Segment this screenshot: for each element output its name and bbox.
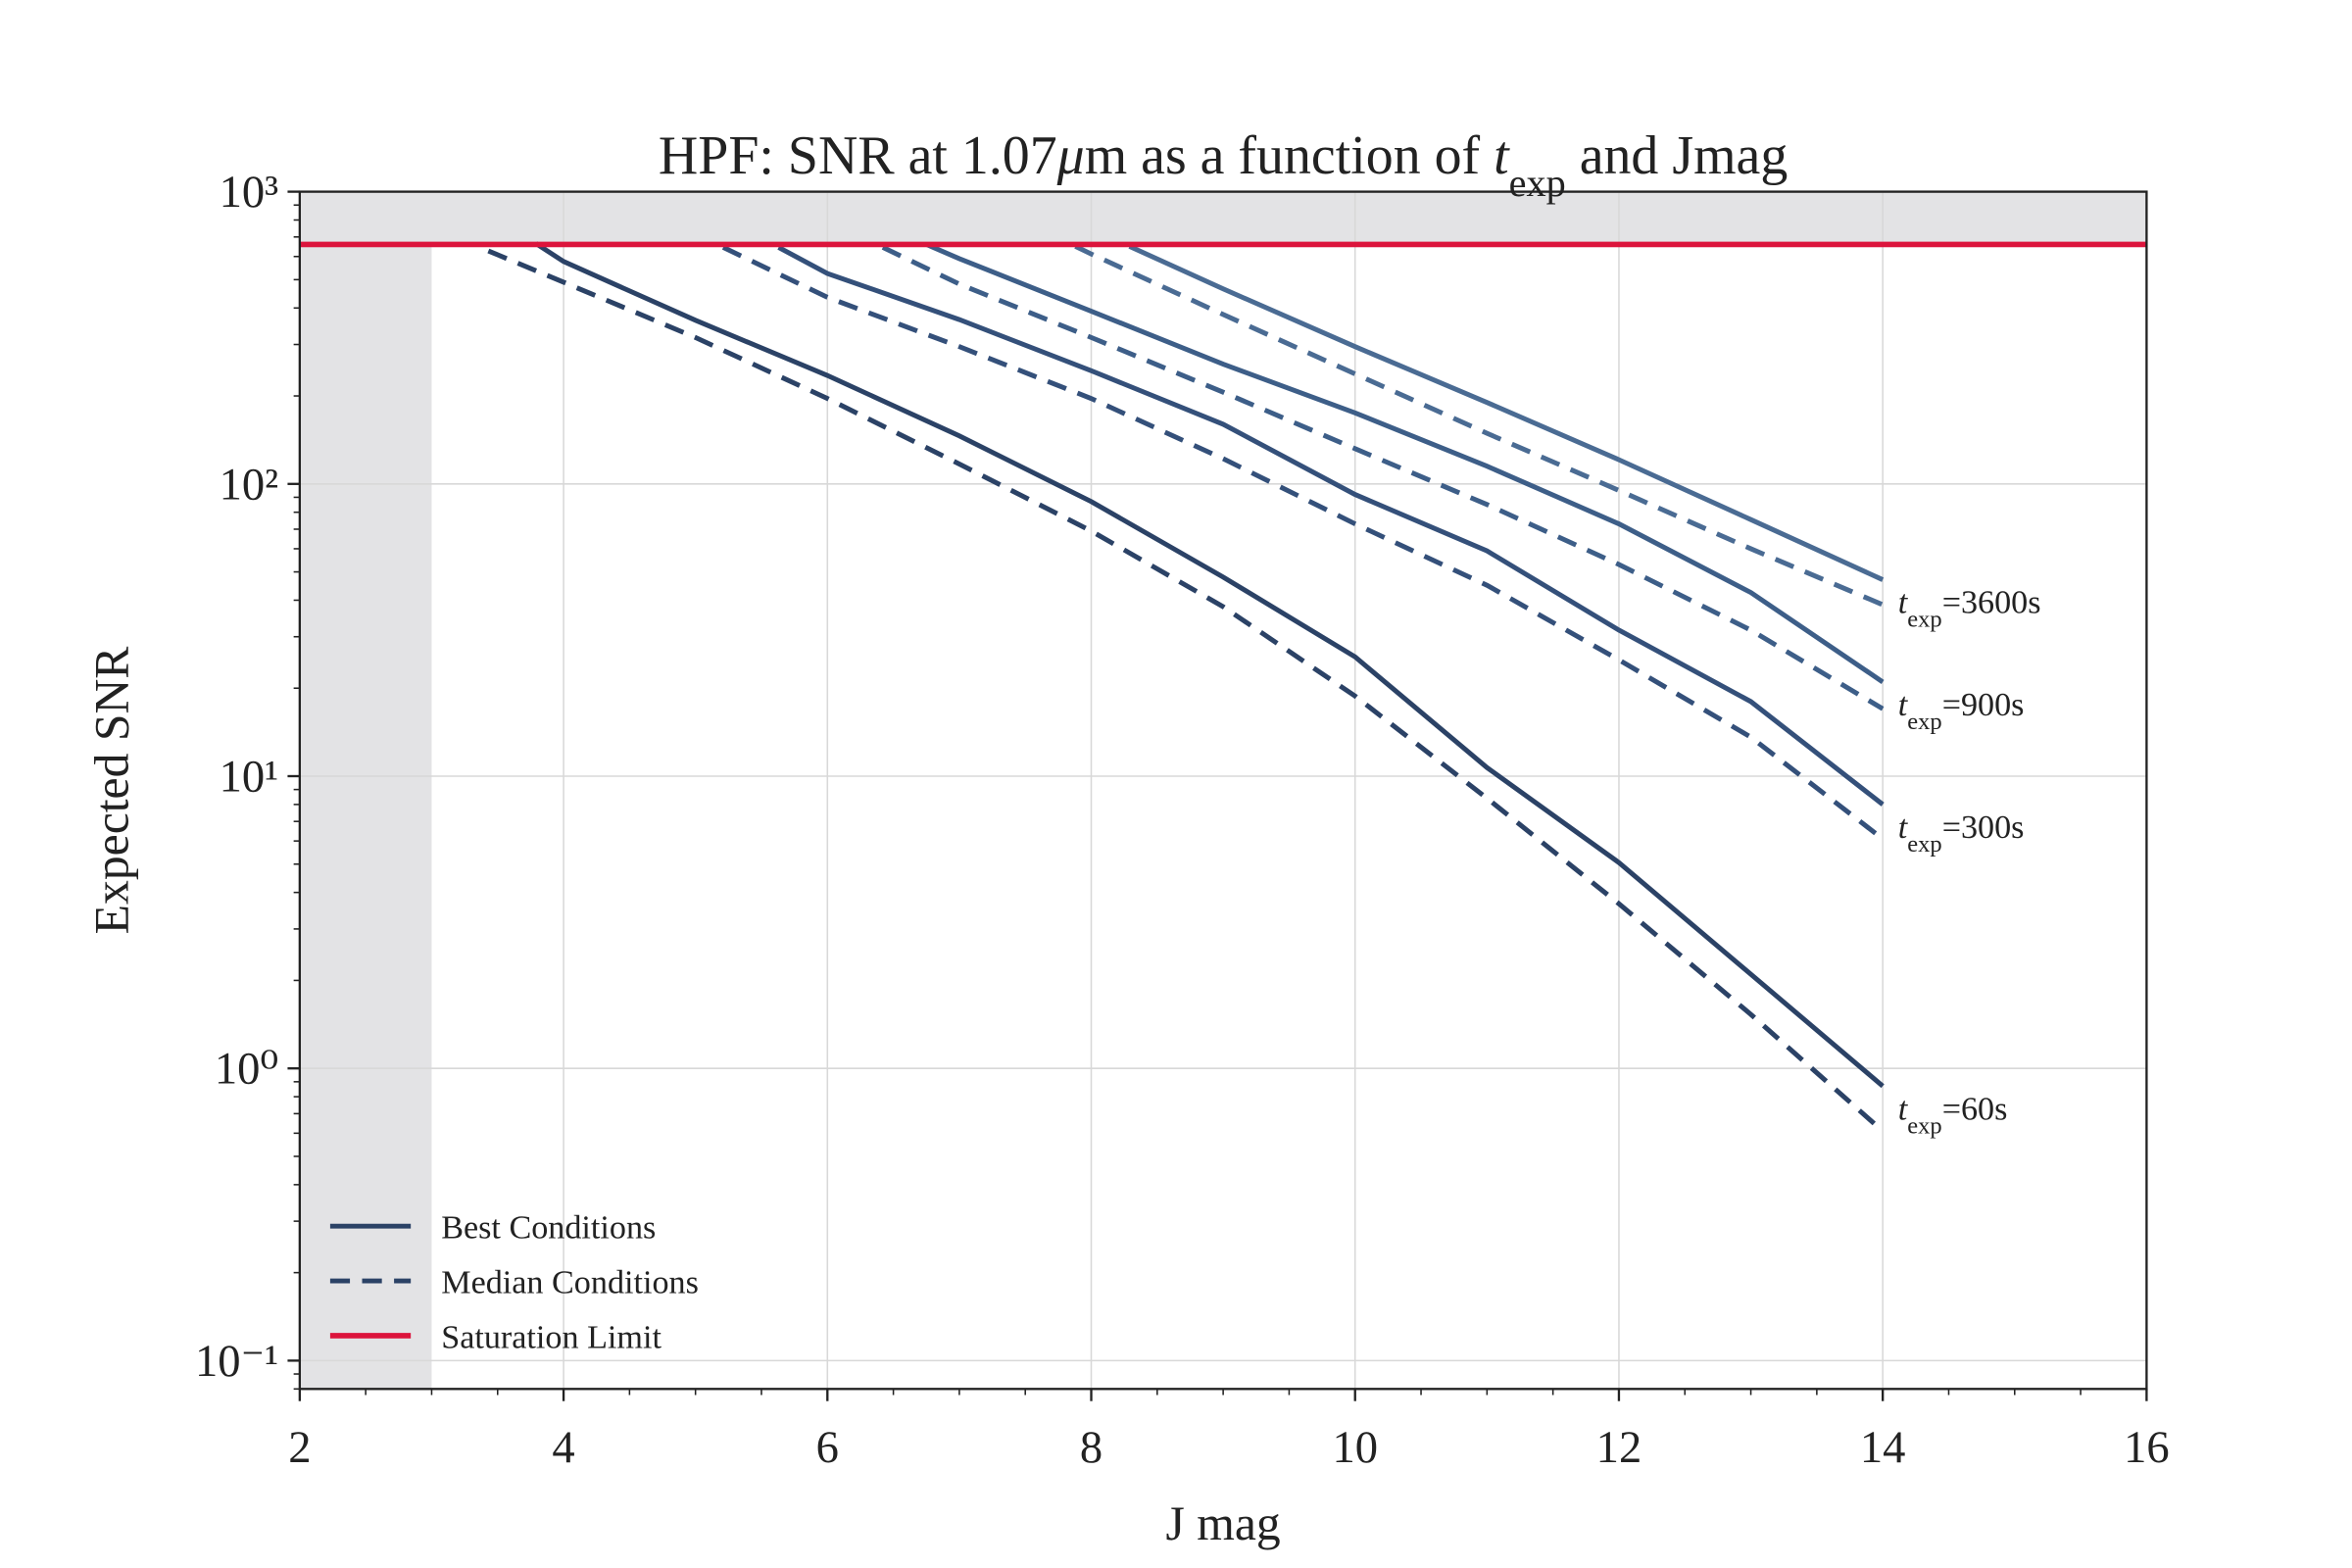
series-line (534, 241, 1885, 1089)
legend-label: Saturation Limit (441, 1319, 662, 1355)
x-tick-label: 12 (1596, 1423, 1642, 1473)
series-line (1128, 244, 1885, 582)
series-line (1074, 244, 1885, 608)
text-part: and Jmag (1566, 125, 1788, 186)
y-axis-label: Expected SNR (84, 646, 138, 935)
x-tick-label: 2 (288, 1423, 311, 1473)
text-part: m as a function of (1085, 125, 1494, 186)
series-line (721, 245, 1885, 841)
series-line (777, 245, 1885, 807)
saturation-shade (299, 191, 2147, 245)
y-tick-label: 10⁻¹ (195, 1337, 278, 1387)
text-part: t (1898, 1091, 1909, 1127)
series-line (881, 245, 1885, 711)
text-part: exp (1907, 1112, 1942, 1139)
x-axis-label: J mag (1166, 1496, 1281, 1550)
text-part: =900s (1942, 687, 2025, 723)
text-part: μ (1056, 125, 1085, 186)
y-tick-label: 10⁰ (215, 1045, 278, 1095)
y-tick-label: 10³ (220, 168, 279, 218)
text-part: exp (1509, 160, 1566, 204)
x-tick-label: 4 (552, 1423, 574, 1473)
plot-frame (298, 190, 2148, 1391)
series-label: texp=60s (1898, 1091, 2008, 1138)
series-line (925, 242, 1885, 684)
x-tick-label: 16 (2124, 1423, 2170, 1473)
y-tick-label: 10² (220, 460, 279, 510)
y-tick-label: 10¹ (220, 753, 279, 803)
legend-label: Median Conditions (441, 1264, 699, 1300)
legend-label: Best Conditions (441, 1210, 656, 1247)
series-label: texp=900s (1898, 687, 2025, 735)
x-tick-label: 8 (1080, 1423, 1102, 1473)
text-part: HPF: SNR at 1.07 (659, 125, 1057, 186)
excluded-shade (299, 244, 432, 1390)
x-tick-label: 14 (1860, 1423, 1906, 1473)
series-line (487, 248, 1885, 1134)
text-part: t (1898, 687, 1909, 723)
x-tick-label: 10 (1332, 1423, 1378, 1473)
series-label: texp=300s (1898, 809, 2025, 858)
text-part: =3600s (1942, 585, 2041, 621)
chart-title: HPF: SNR at 1.07μm as a function of texp… (659, 125, 1788, 205)
x-tick-label: 6 (816, 1423, 839, 1473)
series-label: texp=3600s (1898, 585, 2041, 633)
text-part: =300s (1942, 809, 2025, 846)
text-part: t (1494, 125, 1510, 186)
text-part: =60s (1942, 1091, 2008, 1127)
text-part: t (1898, 809, 1909, 846)
text-part: exp (1907, 709, 1942, 735)
text-part: t (1898, 585, 1909, 621)
text-part: exp (1907, 831, 1942, 858)
text-part: exp (1907, 606, 1942, 632)
